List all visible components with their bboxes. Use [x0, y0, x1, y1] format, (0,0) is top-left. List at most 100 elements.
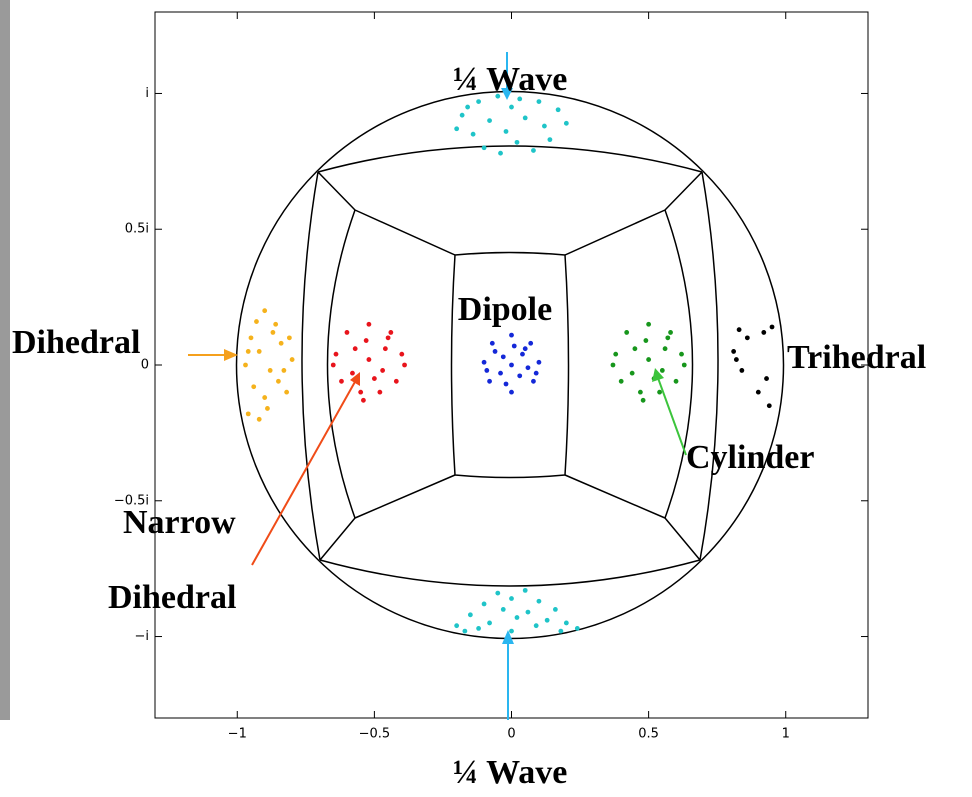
- y-tick-label: i: [145, 86, 149, 101]
- point: [531, 148, 536, 153]
- point: [611, 363, 616, 368]
- point: [509, 390, 514, 395]
- point: [287, 335, 292, 340]
- point: [679, 352, 684, 357]
- point: [460, 113, 465, 118]
- annotation: Dipole: [458, 291, 552, 328]
- point: [246, 349, 251, 354]
- point: [537, 99, 542, 104]
- point: [739, 368, 744, 373]
- point: [660, 368, 665, 373]
- point: [476, 99, 481, 104]
- point: [534, 623, 539, 628]
- point: [367, 357, 372, 362]
- point: [657, 390, 662, 395]
- point: [482, 602, 487, 607]
- point: [509, 629, 514, 634]
- point: [528, 341, 533, 346]
- point: [547, 137, 552, 142]
- point: [471, 132, 476, 137]
- point: [380, 368, 385, 373]
- point: [268, 368, 273, 373]
- point: [509, 333, 514, 338]
- point: [487, 621, 492, 626]
- point: [353, 346, 358, 351]
- point: [537, 599, 542, 604]
- point: [537, 360, 542, 365]
- point: [674, 379, 679, 384]
- point: [350, 371, 355, 376]
- point: [386, 335, 391, 340]
- x-tick-label: 0.5: [638, 727, 659, 742]
- annotation: Narrow: [123, 504, 236, 541]
- point: [761, 330, 766, 335]
- annotation: Dihedral: [108, 579, 236, 616]
- point: [531, 379, 536, 384]
- point: [504, 382, 509, 387]
- point: [345, 330, 350, 335]
- point: [564, 621, 569, 626]
- point: [262, 308, 267, 313]
- x-tick-label: 0: [507, 727, 515, 742]
- point: [273, 322, 278, 327]
- point: [526, 365, 531, 370]
- y-tick-label: −i: [134, 629, 149, 644]
- point: [501, 354, 506, 359]
- point: [646, 357, 651, 362]
- point: [767, 403, 772, 408]
- point: [520, 352, 525, 357]
- annotation: ¼ Wave: [453, 754, 568, 791]
- point: [279, 341, 284, 346]
- point: [271, 330, 276, 335]
- point: [281, 368, 286, 373]
- point: [668, 330, 673, 335]
- x-tick-label: 1: [782, 727, 790, 742]
- point: [487, 118, 492, 123]
- point: [243, 363, 248, 368]
- point: [523, 346, 528, 351]
- point: [643, 338, 648, 343]
- point: [257, 349, 262, 354]
- point: [358, 390, 363, 395]
- point: [526, 610, 531, 615]
- chart: −1−0.500.51−i−0.5i00.5ii ¼ Wave Dipole D…: [0, 0, 972, 797]
- x-tick-label: −0.5: [359, 727, 391, 742]
- point: [498, 151, 503, 156]
- point: [498, 371, 503, 376]
- y-tick-label: 0: [141, 358, 149, 373]
- point: [558, 629, 563, 634]
- point: [394, 379, 399, 384]
- point: [523, 116, 528, 121]
- annotation: Trihedral: [787, 339, 926, 376]
- point: [633, 346, 638, 351]
- point: [482, 360, 487, 365]
- point: [361, 398, 366, 403]
- point: [501, 607, 506, 612]
- point: [624, 330, 629, 335]
- point: [534, 371, 539, 376]
- point: [249, 335, 254, 340]
- point: [509, 363, 514, 368]
- y-tick-label: 0.5i: [125, 222, 149, 237]
- point: [262, 395, 267, 400]
- point: [731, 349, 736, 354]
- point: [509, 105, 514, 110]
- point: [545, 618, 550, 623]
- point: [284, 390, 289, 395]
- point: [575, 626, 580, 631]
- point: [495, 591, 500, 596]
- point: [482, 145, 487, 150]
- arrow: [658, 378, 686, 455]
- point: [339, 379, 344, 384]
- point: [630, 371, 635, 376]
- point: [246, 411, 251, 416]
- point: [383, 346, 388, 351]
- point: [553, 607, 558, 612]
- point: [465, 105, 470, 110]
- point: [493, 349, 498, 354]
- point: [515, 140, 520, 145]
- point: [517, 373, 522, 378]
- annotation: ¼ Wave: [453, 61, 568, 98]
- point: [613, 352, 618, 357]
- point: [468, 612, 473, 617]
